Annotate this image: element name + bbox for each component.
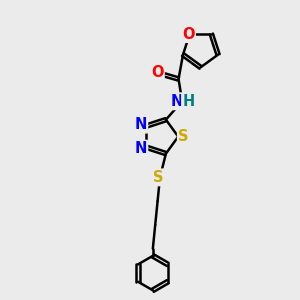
Text: S: S: [178, 129, 189, 144]
Text: O: O: [151, 65, 164, 80]
Text: N: N: [134, 141, 147, 156]
Text: N: N: [134, 117, 147, 132]
Text: S: S: [153, 170, 164, 185]
Text: H: H: [182, 94, 195, 109]
Text: N: N: [171, 94, 183, 109]
Text: O: O: [182, 26, 194, 41]
